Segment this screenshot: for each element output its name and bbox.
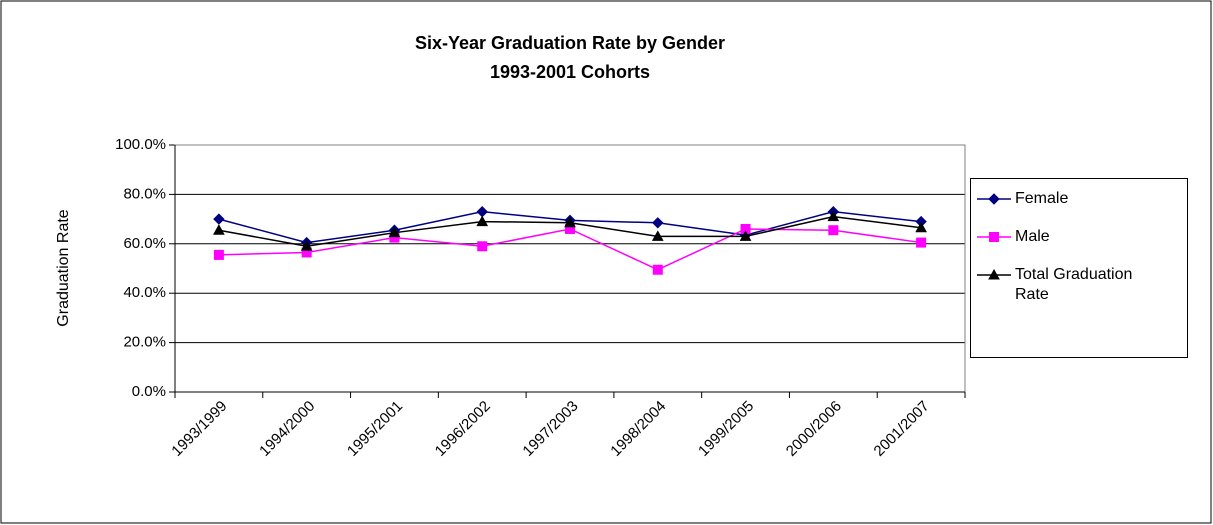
data-point (213, 249, 224, 260)
legend-item: Male (975, 227, 1183, 247)
legend-item: Female (975, 189, 1183, 209)
y-tick-label: 0.0% (132, 383, 166, 400)
y-tick-label: 40.0% (123, 284, 166, 301)
data-point (476, 215, 489, 227)
data-point (827, 210, 840, 222)
chart-title: Six-Year Graduation Rate by Gender (415, 33, 725, 53)
y-tick-label: 100.0% (115, 136, 166, 153)
chart-subtitle: 1993-2001 Cohorts (490, 62, 650, 82)
legend-label: Female (1015, 190, 1069, 207)
data-point (739, 230, 752, 241)
data-point (651, 230, 664, 241)
data-point (388, 226, 401, 238)
legend: Female Male Total Graduation Rate (970, 178, 1188, 358)
y-tick-label: 80.0% (123, 185, 166, 202)
data-point (477, 241, 488, 252)
data-point (652, 264, 663, 275)
legend-marker (988, 193, 1000, 205)
data-point (564, 216, 576, 228)
legend-swatch (977, 193, 1011, 205)
y-tick-label: 20.0% (123, 334, 166, 351)
legend-swatch (977, 268, 1011, 280)
data-point (828, 225, 839, 236)
y-axis-label: Graduation Rate (55, 209, 72, 327)
legend-item: Total Graduation Rate (975, 265, 1183, 305)
legend-marker (988, 268, 1000, 280)
legend-label: Male (1015, 228, 1050, 245)
data-point (213, 224, 225, 235)
data-point (300, 240, 313, 251)
data-point (916, 237, 927, 248)
y-tick-label: 60.0% (123, 235, 166, 252)
plot-area (175, 145, 965, 392)
legend-swatch (977, 232, 1011, 242)
legend-marker (989, 232, 999, 242)
data-point (915, 221, 927, 233)
data-point (213, 213, 225, 225)
data-point (652, 217, 664, 229)
legend-label: Total Graduation Rate (1015, 266, 1133, 303)
